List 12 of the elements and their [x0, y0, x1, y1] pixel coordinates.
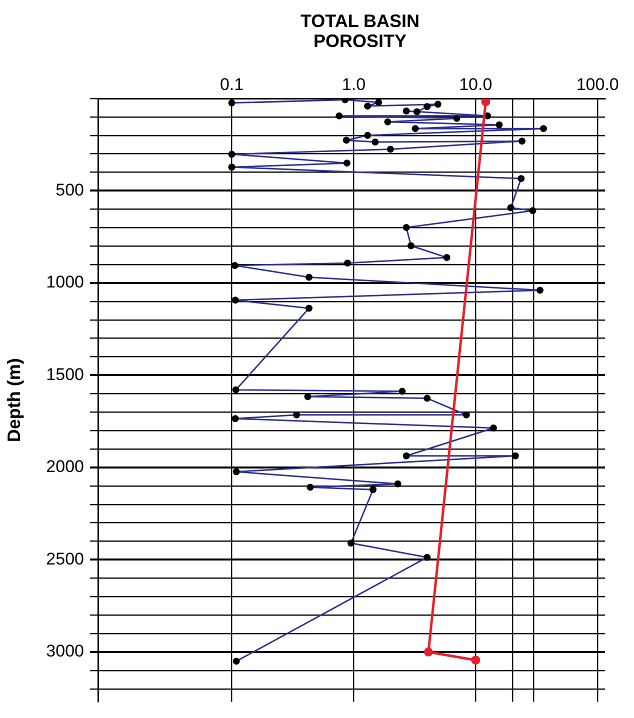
y-tick-label: 3000 [46, 642, 84, 661]
y-tick-label: 1000 [46, 272, 84, 292]
x-tick-label: 0.1 [220, 74, 244, 94]
y-tick-label: 2500 [46, 549, 84, 568]
x-tick-label: 100.0 [576, 74, 619, 94]
y-tick-label: 500 [56, 180, 84, 200]
y-tick-label: 1500 [46, 364, 84, 384]
x-axis-title: TOTAL BASIN POROSITY [299, 11, 420, 51]
y-tick-label: 2000 [46, 457, 84, 476]
y-axis-title: Depth (m) [4, 358, 24, 442]
x-tick-label: 10.0 [459, 74, 492, 94]
x-tick-label: 1.0 [342, 74, 366, 94]
